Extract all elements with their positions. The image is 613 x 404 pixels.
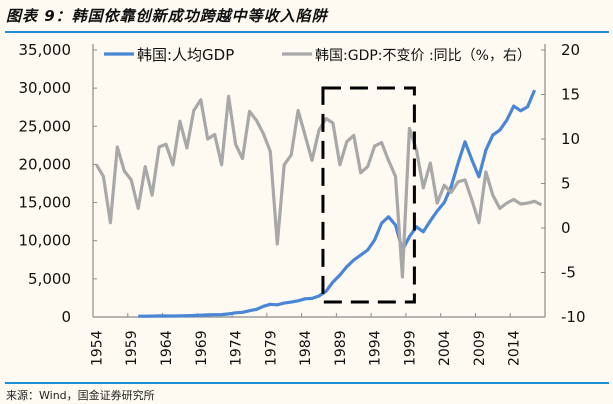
- right-tick-label: 5: [561, 175, 571, 193]
- x-tick-label: 2004: [437, 330, 453, 366]
- left-tick-label: 15,000: [19, 194, 72, 212]
- left-tick-label: 25,000: [19, 117, 72, 135]
- left-tick-label: 35,000: [19, 41, 72, 59]
- x-tick-label: 1959: [124, 330, 140, 366]
- legend-label-gdp-per-capita: 韩国:人均GDP: [137, 46, 234, 64]
- chart-title: 图表 9：韩国依靠创新成功跨越中等收入陷阱: [6, 7, 328, 25]
- right-tick-label: 10: [561, 130, 580, 148]
- series-line-gdp-growth: [95, 94, 543, 279]
- x-tick-label: 1994: [368, 330, 384, 366]
- x-tick-label: 1984: [298, 330, 314, 366]
- highlight-dashed-box: [321, 86, 416, 304]
- x-tick-label: 1989: [333, 330, 349, 366]
- x-tick-label: 2014: [507, 330, 523, 366]
- left-tick-label: 5,000: [28, 270, 71, 288]
- right-tick-label: 15: [561, 86, 580, 104]
- x-tick-label: 1964: [159, 330, 175, 366]
- x-tick-label: 1954: [89, 330, 105, 366]
- x-tick-label: 2009: [472, 330, 488, 366]
- title-divider: [5, 31, 609, 33]
- right-tick-label: -5: [561, 264, 576, 282]
- left-tick-label: 20,000: [19, 155, 72, 173]
- left-tick-label: 10,000: [19, 232, 72, 250]
- x-tick-label: 1979: [263, 330, 279, 366]
- footer-divider: [5, 382, 609, 384]
- x-tick-label: 1974: [229, 330, 245, 366]
- series-line-gdp-per-capita: [138, 89, 537, 318]
- right-tick-label: 0: [561, 219, 571, 237]
- legend-label-gdp-growth: 韩国:GDP:不变价 :同比（%，右）: [315, 48, 531, 64]
- x-tick-label: 1999: [402, 330, 418, 366]
- source-note: 来源：Wind，国金证券研究所: [6, 389, 155, 402]
- left-tick-label: 0: [61, 308, 71, 326]
- x-tick-label: 1969: [194, 330, 210, 366]
- right-tick-label: 20: [561, 41, 580, 59]
- right-tick-label: -10: [561, 308, 586, 326]
- left-tick-label: 30,000: [19, 79, 72, 97]
